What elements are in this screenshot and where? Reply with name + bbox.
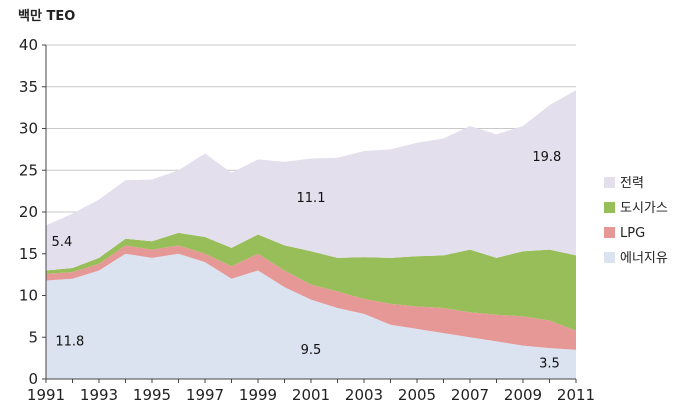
- data-label: 3.5: [539, 356, 560, 371]
- area-series-0: [46, 253, 576, 379]
- data-label: 5.4: [52, 235, 73, 250]
- legend-swatch: [604, 202, 615, 213]
- data-annotations: 11.8 5.4 11.1 9.5 19.8 3.5: [52, 150, 562, 371]
- legend-swatch: [604, 177, 615, 188]
- data-label: 11.8: [55, 335, 84, 350]
- y-tick-label: 25: [19, 161, 38, 179]
- area-series-1: [46, 245, 576, 350]
- x-tick-label: 1995: [133, 386, 171, 404]
- stacked-areas: [46, 90, 576, 379]
- y-tick-label: 5: [28, 328, 38, 346]
- x-tick-label: 2003: [345, 386, 383, 404]
- axes: 0 5 10 15 20 25 30 35 40 1991 1993 1995 1997 1999 2001…: [19, 36, 595, 404]
- y-tick-label: 15: [19, 245, 38, 263]
- y-axis-unit-label: 백만 TEO: [18, 8, 75, 24]
- y-tick-label: 40: [19, 36, 38, 54]
- y-tick-label: 35: [19, 78, 38, 96]
- area-series-2: [46, 232, 576, 331]
- legend-label: 에너지유: [620, 251, 668, 266]
- x-tick-label: 1991: [27, 386, 65, 404]
- x-tick-label: 2005: [398, 386, 436, 404]
- x-tick-label: 1997: [186, 386, 224, 404]
- y-tick-label: 0: [28, 370, 38, 388]
- legend-swatch: [604, 252, 615, 263]
- x-tick-label: 2007: [451, 386, 489, 404]
- y-tick-label: 10: [19, 287, 38, 305]
- y-tick-label: 20: [19, 203, 38, 221]
- legend-swatch: [604, 227, 615, 238]
- legend-label: 도시가스: [620, 201, 668, 216]
- data-label: 9.5: [301, 343, 322, 358]
- data-label: 11.1: [297, 191, 326, 206]
- legend-label: LPG: [620, 226, 645, 241]
- x-tick-label: 2011: [557, 386, 595, 404]
- x-tick-label: 1999: [239, 386, 277, 404]
- area-series-3: [46, 90, 576, 271]
- y-tick-label: 30: [19, 120, 38, 138]
- x-tick-label: 2001: [292, 386, 330, 404]
- legend-label: 전력: [620, 176, 644, 191]
- data-label: 19.8: [532, 150, 561, 165]
- x-tick-label: 1993: [80, 386, 118, 404]
- x-tick-label: 2009: [504, 386, 542, 404]
